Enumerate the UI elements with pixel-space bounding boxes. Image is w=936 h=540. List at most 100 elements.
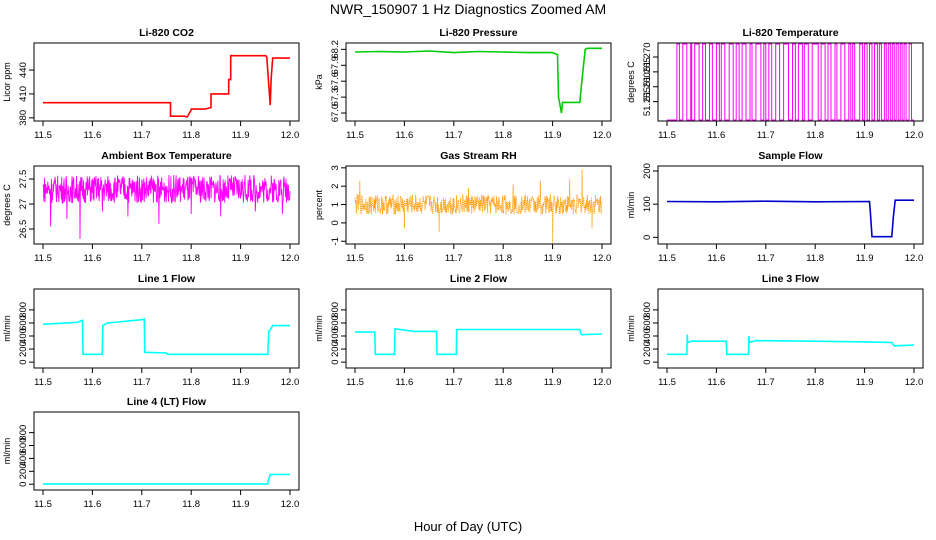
- x-tick-label: 11.9: [232, 377, 250, 388]
- panel-line-1-flow: Line 1 Flow 11.5 11.6 11.7 11.8 11.9 12.0 0 2004…: [2, 273, 300, 388]
- x-tick-label: 11.9: [856, 130, 874, 141]
- x-tick-label: 11.6: [84, 253, 102, 264]
- panel-sample-flow: Sample Flow 11.5 11.6 11.7 11.8 11.9 12.0 0 100 2…: [626, 150, 924, 264]
- y-tick-label: 67.0: [330, 104, 341, 123]
- panel-title: Gas Stream RH: [440, 150, 516, 162]
- y-tick-label: 400: [18, 450, 29, 466]
- x-tick-label: 12.0: [905, 130, 924, 141]
- panel-title: Li-820 Pressure: [439, 27, 517, 39]
- x-tick-label: 12.0: [593, 377, 612, 388]
- x-tick-label: 12.0: [281, 130, 300, 141]
- panel-grid: Li-820 CO2 11.5 11.6 11.7 11.8 11.9 12.0 380 410…: [2, 27, 924, 510]
- y-tick-label: 800: [18, 425, 29, 441]
- y-tick-label: 0: [642, 235, 653, 240]
- y-axis-label: percent: [314, 189, 324, 220]
- y-axis-label: Licor ppm: [2, 62, 12, 102]
- y-tick-label: 410: [18, 86, 29, 102]
- y-tick-label: 27: [18, 199, 29, 210]
- y-tick-label: 68.2: [330, 40, 341, 59]
- x-axis: 11.5 11.6 11.7 11.8 11.9 12.0: [346, 368, 611, 388]
- y-tick-label: 600: [18, 315, 29, 331]
- x-tick-label: 11.9: [544, 377, 562, 388]
- x-tick-label: 11.9: [856, 377, 874, 388]
- x-axis: 11.5 11.6 11.7 11.8 11.9 12.0: [34, 368, 299, 388]
- y-axis-label: ml/min: [626, 315, 636, 342]
- panel-title: Li-820 CO2: [139, 27, 194, 39]
- x-tick-label: 12.0: [905, 253, 924, 264]
- x-tick-label: 11.8: [182, 377, 200, 388]
- y-tick-label: 27.5: [18, 170, 29, 189]
- y-tick-label: 51.260: [642, 72, 653, 101]
- data-layer: [355, 327, 603, 356]
- y-tick-label: 200: [642, 341, 653, 357]
- panel-li-820-co2: Li-820 CO2 11.5 11.6 11.7 11.8 11.9 12.0 380 410…: [2, 27, 300, 141]
- y-axis: -1 0 1 2 3: [330, 165, 346, 245]
- x-tick-label: 11.7: [757, 130, 775, 141]
- y-tick-label: 67.6: [330, 72, 341, 91]
- data-layer: [667, 43, 914, 121]
- x-tick-label: 11.8: [806, 377, 824, 388]
- x-tick-label: 11.5: [34, 377, 52, 388]
- plot-frame: [33, 288, 300, 369]
- y-tick-label: 100: [642, 196, 653, 212]
- x-tick-label: 11.7: [445, 377, 463, 388]
- x-tick-label: 12.0: [281, 253, 300, 264]
- y-tick-label: 800: [18, 302, 29, 318]
- series-line: [43, 54, 290, 118]
- x-tick-label: 12.0: [593, 130, 612, 141]
- y-tick-label: 0: [642, 359, 653, 364]
- x-tick-label: 11.9: [544, 130, 562, 141]
- x-tick-label: 11.8: [494, 130, 512, 141]
- y-tick-label: 67.3: [330, 88, 341, 107]
- x-tick-label: 11.6: [708, 253, 726, 264]
- x-tick-label: 11.8: [494, 377, 512, 388]
- x-tick-label: 11.6: [84, 377, 102, 388]
- y-tick-label: 0: [18, 359, 29, 364]
- y-tick-label: 600: [642, 315, 653, 331]
- x-tick-label: 12.0: [281, 499, 300, 510]
- series-line: [667, 43, 914, 121]
- panel-gas-stream-rh: Gas Stream RH 11.5 11.6 11.7 11.8 11.9 12.0 -1 0…: [314, 150, 612, 264]
- y-axis-label: ml/min: [314, 315, 324, 342]
- x-tick-label: 12.0: [281, 377, 300, 388]
- x-tick-label: 11.6: [84, 499, 102, 510]
- y-tick-label: 200: [18, 463, 29, 479]
- x-tick-label: 11.8: [806, 253, 824, 264]
- series-points: [354, 169, 603, 244]
- y-tick-label: 0: [330, 359, 341, 364]
- y-tick-label: 0: [18, 482, 29, 487]
- panel-title: Li-820 Temperature: [742, 27, 838, 39]
- x-tick-label: 11.5: [346, 377, 364, 388]
- plot-frame: [345, 42, 612, 122]
- plot-frame: [33, 411, 300, 491]
- data-layer: [42, 317, 290, 356]
- plot-frame: [33, 42, 300, 122]
- x-tick-label: 11.5: [658, 130, 676, 141]
- x-tick-label: 11.5: [346, 130, 364, 141]
- x-tick-label: 12.0: [905, 377, 924, 388]
- y-axis-label: ml/min: [2, 438, 12, 465]
- x-tick-label: 11.6: [84, 130, 102, 141]
- y-tick-label: 600: [330, 315, 341, 331]
- y-tick-label: 440: [18, 62, 29, 78]
- series-line: [42, 317, 290, 356]
- x-tick-label: 11.5: [658, 377, 676, 388]
- x-tick-label: 11.7: [445, 253, 463, 264]
- series-line: [355, 327, 603, 356]
- y-tick-label: 67.9: [330, 56, 341, 75]
- y-axis: 0 100 200: [642, 163, 658, 240]
- data-layer: [354, 47, 602, 114]
- y-tick-label: 600: [18, 438, 29, 454]
- x-tick-label: 11.7: [133, 253, 151, 264]
- x-axis: 11.5 11.6 11.7 11.8 11.9 12.0: [346, 244, 611, 264]
- panel-title: Line 4 (LT) Flow: [127, 396, 207, 408]
- data-layer: [667, 334, 915, 356]
- y-axis: 380 410 440: [18, 62, 34, 126]
